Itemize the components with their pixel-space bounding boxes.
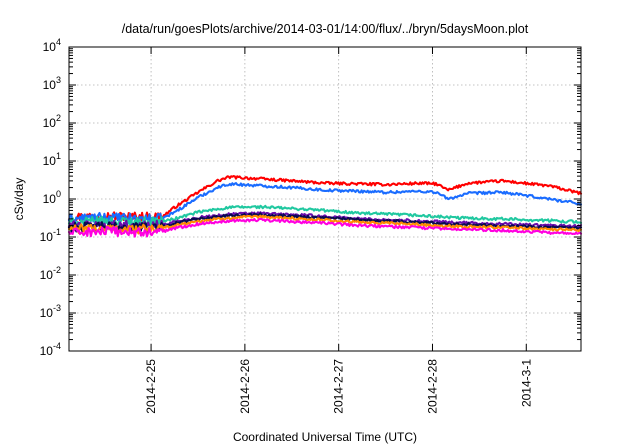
ticks: 10-4 10-3 10-2 10-1 100 101 102 103 104 2014-2-25… [40, 37, 581, 414]
x-axis-label: Coordinated Universal Time (UTC) [233, 430, 417, 444]
series-line [67, 182, 583, 224]
series-line [67, 212, 583, 233]
series-line [67, 217, 583, 238]
x-tick-label: 2014-2-26 [238, 359, 252, 414]
y-tick-label: 101 [43, 151, 61, 168]
series-group [67, 175, 583, 238]
y-tick-label: 10-3 [40, 303, 61, 320]
y-tick-label: 104 [43, 37, 61, 54]
y-tick-label: 102 [43, 113, 61, 130]
x-tick-label: 2014-3-1 [519, 359, 533, 407]
chart-title: /data/run/goesPlots/archive/2014-03-01/1… [122, 22, 529, 36]
y-axis-label: cSv/day [12, 178, 26, 221]
x-tick-label: 2014-2-27 [332, 359, 346, 414]
grid [69, 47, 581, 351]
y-tick-label: 10-2 [40, 265, 61, 282]
x-tick-label: 2014-2-25 [144, 359, 158, 414]
y-tick-label: 103 [43, 75, 61, 92]
y-tick-label: 10-1 [40, 227, 61, 244]
y-tick-label: 10-4 [40, 341, 61, 358]
y-tick-label: 100 [43, 189, 61, 206]
x-tick-label: 2014-2-28 [425, 359, 439, 414]
